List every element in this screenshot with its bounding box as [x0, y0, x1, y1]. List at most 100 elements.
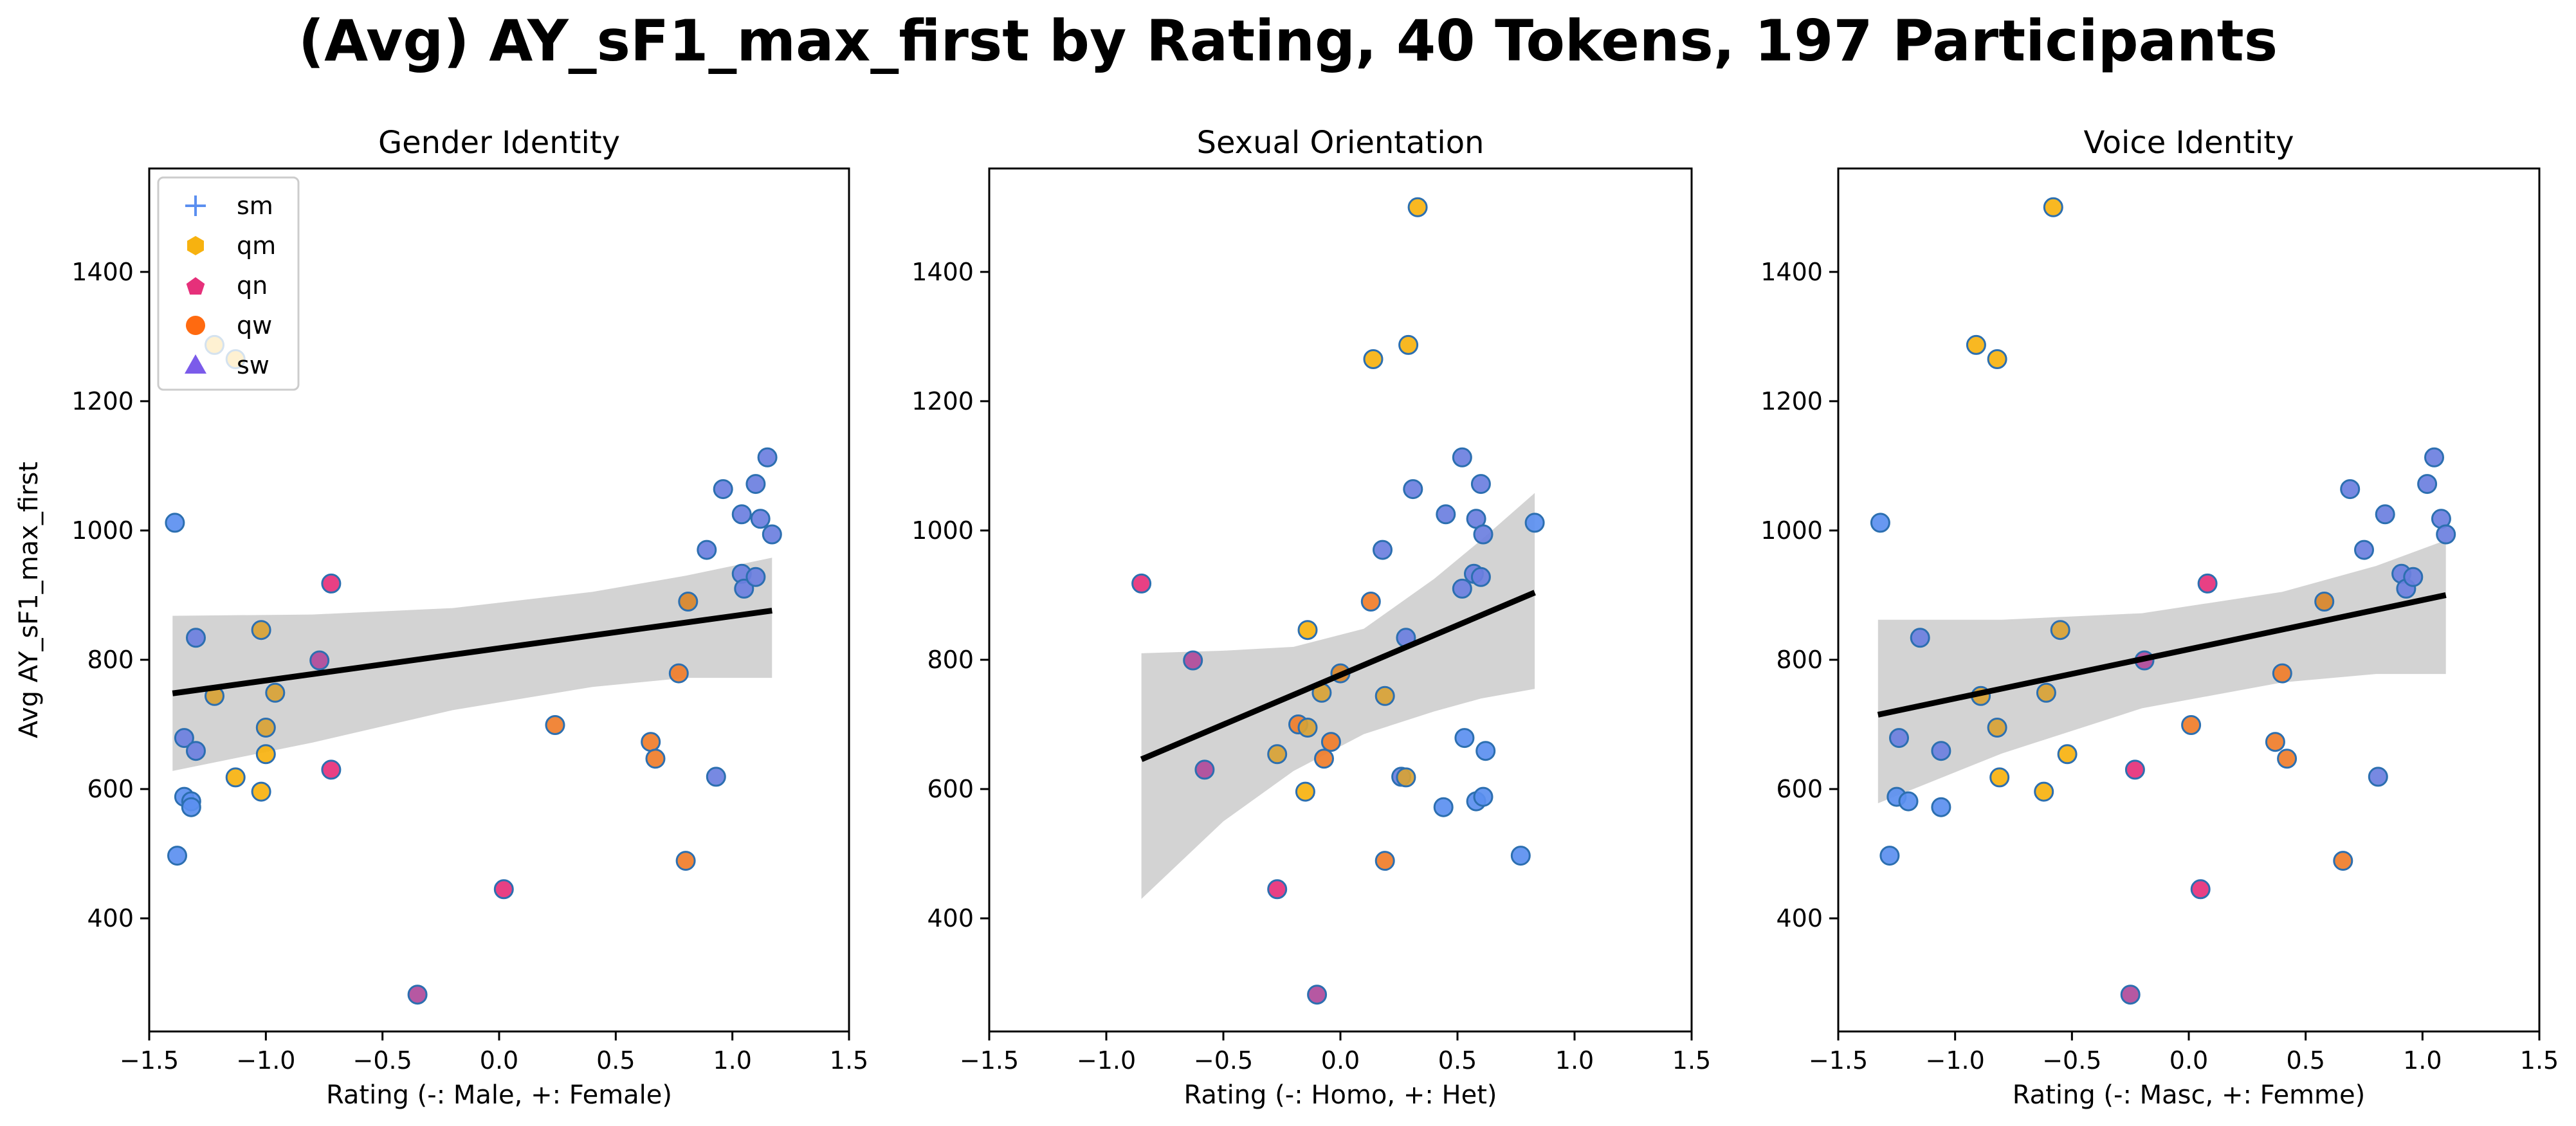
data-point — [167, 846, 187, 866]
data-point — [1889, 728, 1909, 749]
legend-box — [157, 176, 300, 391]
confidence-band — [1877, 540, 2446, 804]
data-point — [2197, 573, 2218, 594]
y-tick-label: 400 — [1776, 904, 1823, 932]
y-tick-label: 600 — [927, 775, 974, 803]
x-tick-label: −1.0 — [236, 1046, 295, 1075]
data-point — [1524, 513, 1545, 533]
y-tick-label: 1000 — [911, 516, 974, 545]
data-point — [734, 578, 754, 599]
data-point — [1375, 851, 1395, 871]
data-point — [1297, 718, 1318, 738]
data-point — [1403, 479, 1423, 500]
data-point — [1436, 504, 1456, 525]
data-point — [309, 650, 330, 671]
x-tick-label: 0.5 — [596, 1046, 635, 1075]
data-point — [2181, 715, 2202, 735]
data-point — [2190, 879, 2211, 900]
panel-2: 400 600 800 1000 1200 1400 −1.5 −1.0 −0.5 0.0 0.5 1… — [911, 125, 1711, 1110]
data-point — [1183, 650, 1203, 671]
data-point — [1433, 797, 1454, 817]
legend-marker-qm — [187, 236, 204, 255]
data-point — [1473, 786, 1494, 807]
data-point — [321, 573, 342, 594]
data-point — [2436, 524, 2456, 545]
data-point — [181, 797, 201, 817]
y-tick-label: 800 — [87, 646, 134, 674]
x-tick-label: 1.5 — [2520, 1046, 2559, 1075]
x-tick-label: 1.5 — [1672, 1046, 1711, 1075]
panel-title: Gender Identity — [378, 125, 620, 161]
data-point — [706, 767, 726, 787]
data-point — [251, 620, 271, 640]
data-point — [165, 513, 185, 533]
legend-label-sw: sw — [237, 351, 269, 379]
data-point — [1314, 749, 1334, 769]
x-tick-label: 0.0 — [480, 1046, 518, 1075]
x-tick-label: −1.5 — [120, 1046, 179, 1075]
data-point — [407, 985, 428, 1005]
panel-1: 400 600 800 1000 1200 1400 −1.5 −1.0 −0.5 0.0 0.5 1… — [14, 125, 868, 1110]
data-point — [1470, 474, 1491, 495]
data-point — [2050, 620, 2070, 640]
legend-label-qw: qw — [237, 311, 272, 340]
data-point — [697, 540, 717, 560]
legend: sm qm qn qw sw — [157, 176, 300, 391]
data-point — [1473, 524, 1494, 545]
x-tick-label: 1.0 — [713, 1046, 751, 1075]
y-tick-label: 1400 — [1760, 258, 1823, 286]
data-point — [1452, 447, 1472, 468]
data-point — [1987, 349, 2007, 369]
data-point — [757, 447, 778, 468]
x-tick-label: 1.0 — [1555, 1046, 1594, 1075]
data-point — [2417, 474, 2438, 495]
regression-line — [1140, 590, 1536, 762]
y-tick-label: 800 — [927, 646, 974, 674]
data-point — [1194, 759, 1215, 780]
legend-marker-qn — [186, 277, 205, 295]
data-point — [1966, 334, 1986, 355]
data-point — [1475, 741, 1496, 761]
x-tick-label: 0.5 — [1438, 1046, 1477, 1075]
data-point — [2277, 749, 2297, 769]
data-point — [1297, 620, 1318, 640]
y-tick-label: 400 — [927, 904, 974, 932]
data-point — [668, 663, 689, 684]
data-point — [745, 567, 766, 587]
data-point — [713, 479, 733, 500]
data-point — [255, 718, 276, 738]
data-point — [675, 851, 696, 871]
data-point — [2036, 682, 2056, 703]
data-point — [2424, 447, 2444, 468]
x-tick-label: −1.5 — [960, 1046, 1019, 1075]
data-point — [2120, 985, 2141, 1005]
data-point — [2265, 732, 2285, 752]
y-tick-label: 1400 — [71, 258, 134, 286]
data-point — [762, 524, 782, 545]
data-point — [1989, 767, 2010, 788]
data-point — [1267, 879, 1288, 900]
data-point — [731, 504, 752, 525]
data-point — [186, 741, 206, 761]
data-point — [1407, 197, 1428, 217]
data-point — [251, 781, 271, 802]
data-point — [1360, 592, 1381, 612]
data-point — [1454, 728, 1475, 749]
x-tick-label: 1.5 — [830, 1046, 868, 1075]
y-tick-label: 1200 — [1760, 387, 1823, 415]
data-point — [225, 767, 246, 788]
data-point — [2340, 479, 2361, 500]
data-point — [641, 732, 661, 752]
data-point — [545, 715, 565, 735]
confidence-band — [172, 558, 772, 771]
data-point — [1373, 540, 1393, 560]
data-point — [2375, 504, 2395, 525]
data-point — [2368, 767, 2388, 787]
data-point — [1879, 846, 1900, 866]
legend-label-sm: sm — [237, 192, 273, 220]
axes-frame — [988, 167, 1693, 1033]
x-tick-label: −0.5 — [353, 1046, 412, 1075]
data-point — [1510, 846, 1531, 866]
